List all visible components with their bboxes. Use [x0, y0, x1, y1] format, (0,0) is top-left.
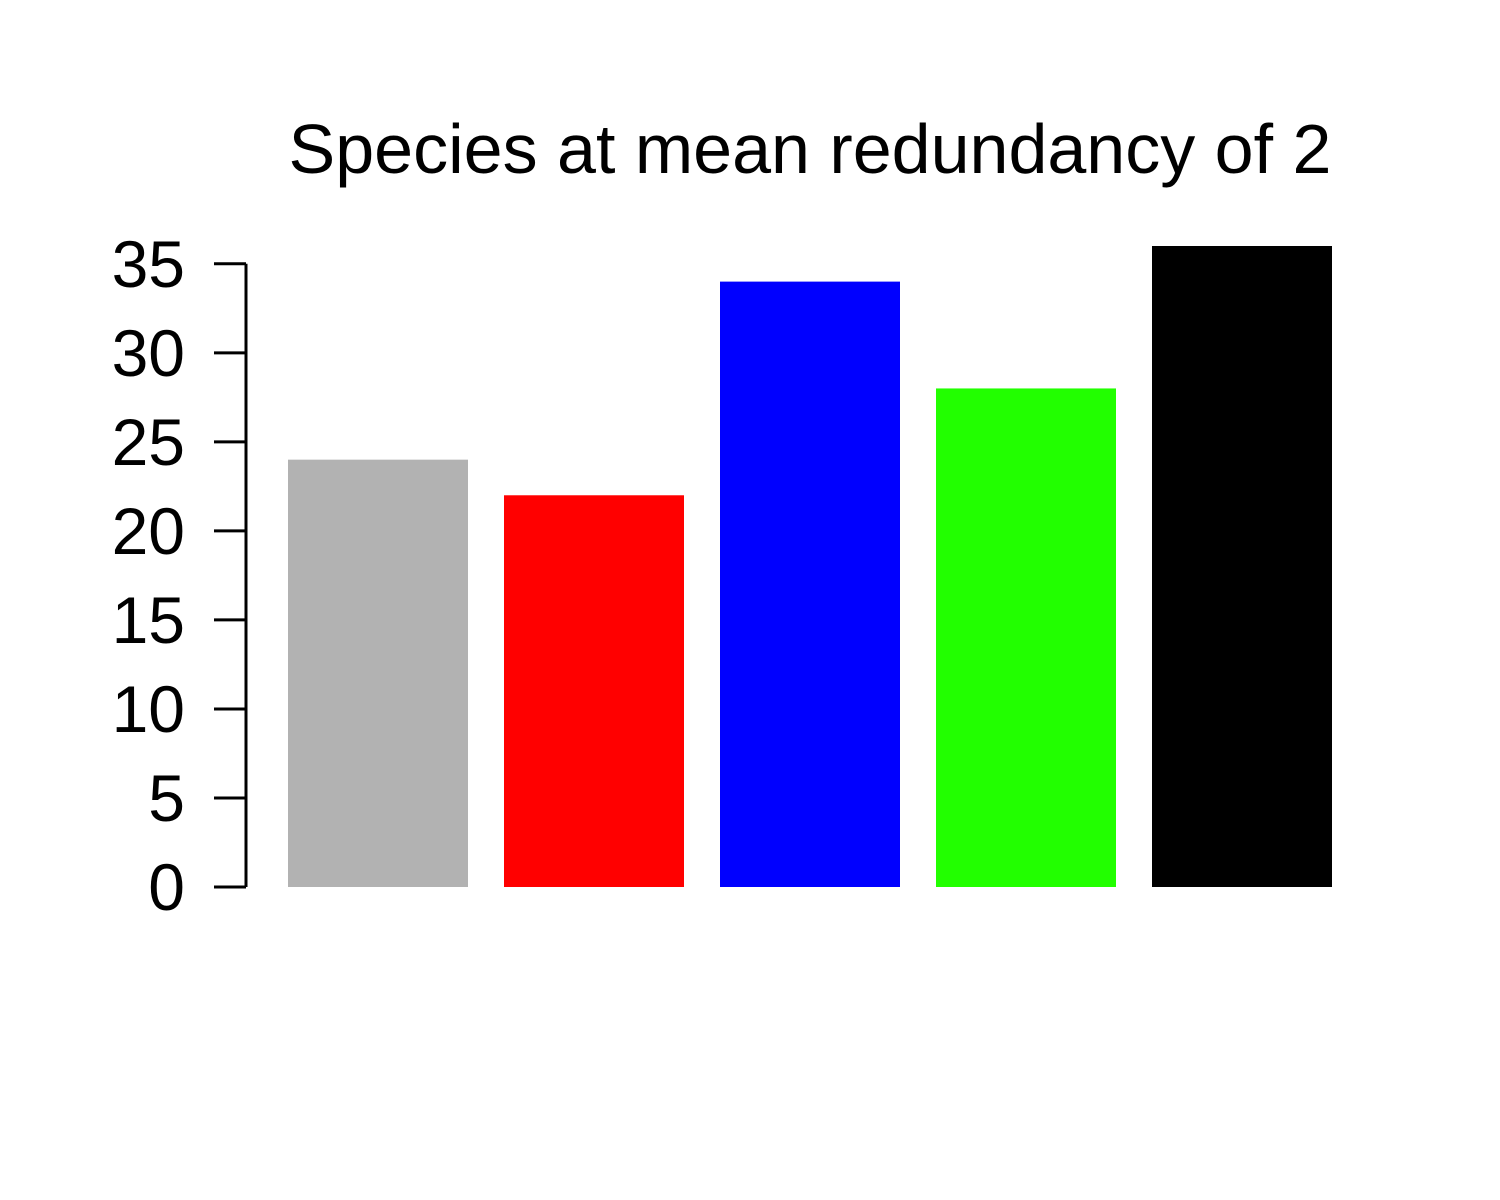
- bar: [288, 459, 468, 887]
- y-tick-label: 10: [112, 672, 185, 746]
- y-tick-label: 0: [148, 850, 185, 924]
- bar: [720, 281, 900, 888]
- chart-title: Species at mean redundancy of 2: [289, 110, 1332, 188]
- y-tick-label: 15: [112, 583, 185, 657]
- bar: [504, 495, 684, 887]
- y-tick-label: 35: [112, 227, 185, 301]
- bars: [288, 246, 1332, 888]
- y-tick-label: 5: [148, 761, 185, 835]
- y-tick-label: 20: [112, 494, 185, 568]
- bar: [1152, 246, 1332, 887]
- y-axis: 0 5 10 15 20 25 30 35: [112, 227, 248, 924]
- y-tick-label: 30: [112, 316, 185, 390]
- bar: [936, 388, 1116, 887]
- y-tick-label: 25: [112, 405, 185, 479]
